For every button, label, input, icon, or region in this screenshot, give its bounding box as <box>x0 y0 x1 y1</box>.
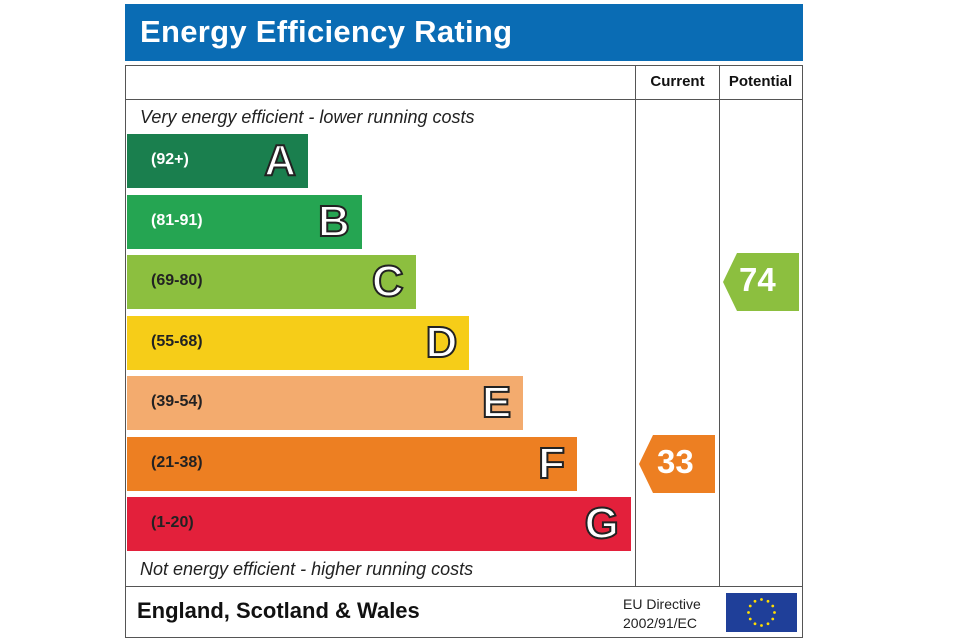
eu-star-icon <box>766 622 770 626</box>
current-rating-value: 33 <box>657 442 694 480</box>
band-f-letter: F <box>537 438 566 489</box>
band-c: (69-80) C <box>127 255 416 309</box>
footer-divider <box>125 586 803 587</box>
eu-star-icon <box>773 611 776 614</box>
caption-top: Very energy efficient - lower running co… <box>140 107 475 127</box>
eu-star-icon <box>747 611 750 614</box>
band-a-range: (92+) <box>151 151 189 168</box>
band-g-range: (1-20) <box>151 514 194 531</box>
current-arrow-shape <box>639 434 715 493</box>
eu-star-icon <box>766 599 770 603</box>
potential-rating-value: 74 <box>739 261 776 298</box>
band-g-letter: G <box>584 498 620 549</box>
eu-star-icon <box>771 617 775 621</box>
band-b: (81-91) B <box>127 194 362 249</box>
band-b-range: (81-91) <box>151 211 203 229</box>
band-g: (1-20) G <box>127 497 631 551</box>
band-f-range: (21-38) <box>151 453 203 471</box>
band-a: (92+) A <box>127 134 308 188</box>
band-a-letter: A <box>263 135 297 186</box>
eu-star-icon <box>753 622 757 626</box>
chart-title: Energy Efficiency Rating <box>140 14 513 49</box>
eu-star-icon <box>760 598 763 601</box>
eu-star-icon <box>748 617 752 621</box>
band-c-letter: C <box>371 256 405 307</box>
band-c-range: (69-80) <box>151 272 203 289</box>
header-bar: Energy Efficiency Rating <box>125 4 803 61</box>
eu-star-icon <box>760 624 763 627</box>
current-column-divider <box>635 65 636 587</box>
eu-star-icon <box>753 599 757 603</box>
band-b-letter: B <box>317 196 351 247</box>
header-row-divider <box>125 99 803 100</box>
potential-rating-arrow: 74 <box>723 253 801 316</box>
column-header-current: Current <box>650 73 705 90</box>
band-d-range: (55-68) <box>151 332 203 350</box>
potential-column-divider <box>719 65 720 587</box>
band-d: (55-68) D <box>127 315 470 370</box>
band-e-letter: E <box>481 377 512 428</box>
potential-arrow-shape <box>723 253 799 311</box>
band-f: (21-38) F <box>127 436 577 491</box>
caption-bottom: Not energy efficient - higher running co… <box>140 559 474 579</box>
eu-flag-icon <box>726 593 797 632</box>
eu-flag-stars <box>747 598 776 627</box>
directive-line-2: 2002/91/EC <box>623 615 697 631</box>
band-e-range: (39-54) <box>151 393 203 410</box>
band-d-letter: D <box>425 317 459 368</box>
eu-star-icon <box>748 604 752 608</box>
directive-line-1: EU Directive <box>623 596 701 612</box>
eu-directive: EU Directive 2002/91/EC <box>623 595 701 633</box>
current-rating-arrow: 33 <box>639 434 717 498</box>
eu-star-icon <box>771 604 775 608</box>
band-e: (39-54) E <box>127 376 524 430</box>
column-header-potential: Potential <box>728 73 793 90</box>
region-label: England, Scotland & Wales <box>137 598 420 623</box>
